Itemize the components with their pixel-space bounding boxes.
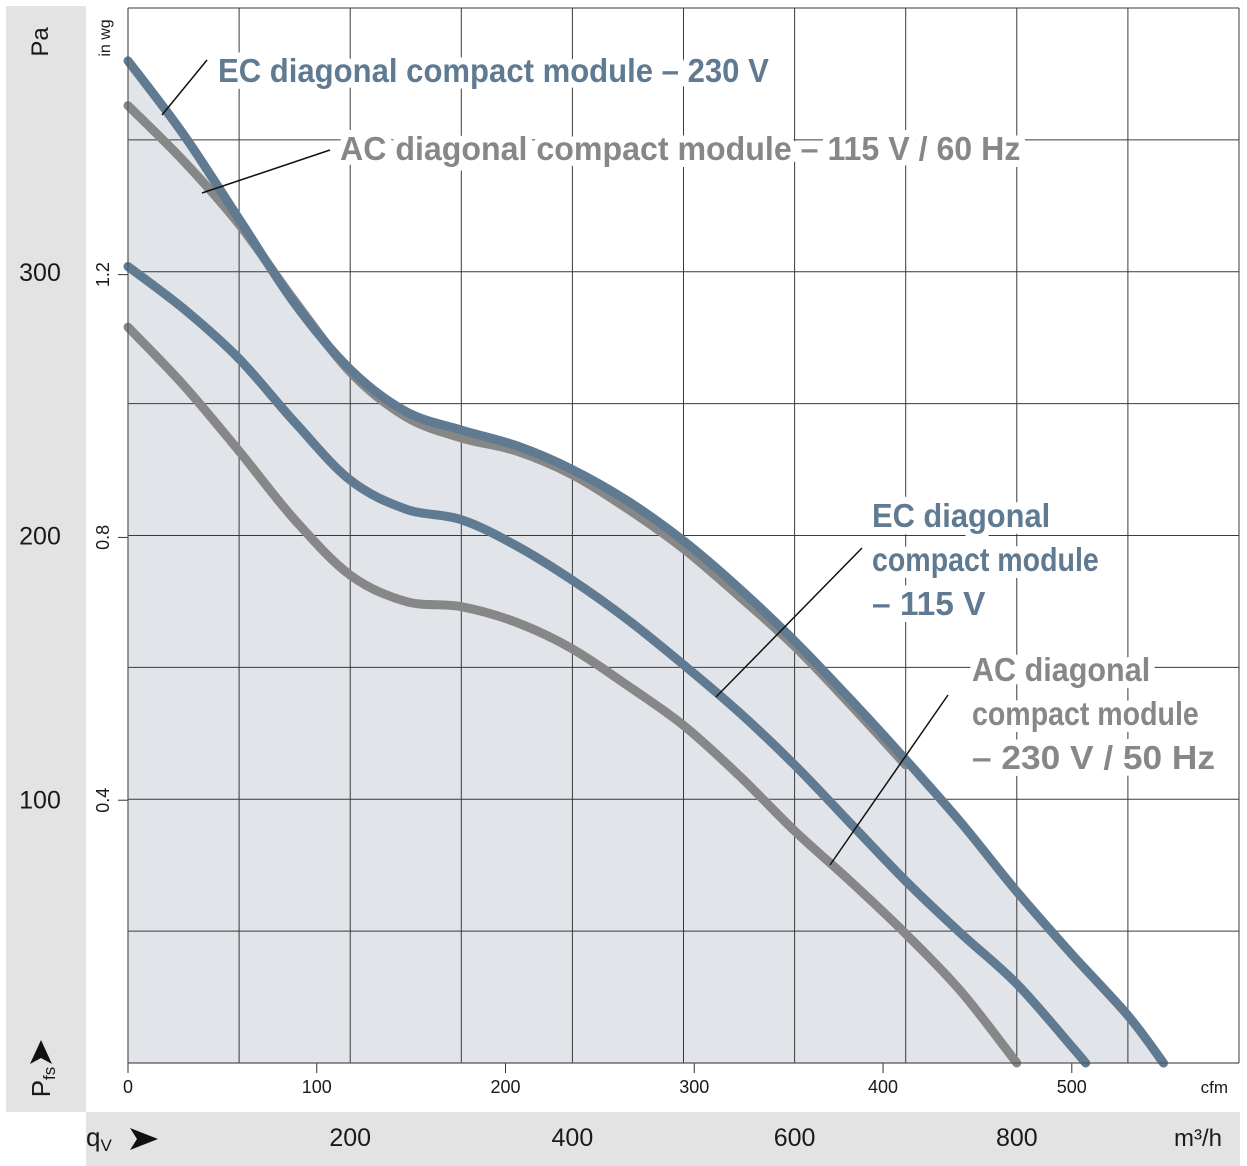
y-axis-arrow-icon xyxy=(30,1040,52,1064)
tick-labels: 0 100 200 300 400 500 200 400 600 800 100 200 300 0.4… xyxy=(19,8,1239,1152)
annotation-label: EC diagonal compact module – 230 V xyxy=(218,52,769,89)
x-axis-symbol: q xyxy=(86,1122,100,1152)
annotation-leader-line xyxy=(715,547,863,698)
y-tick-label-inwg: 1.2 xyxy=(93,262,113,287)
x-axis-band xyxy=(86,1112,1240,1166)
annotation-label-knockout: AC diagonal compact module – 115 V / 60 … xyxy=(340,130,1020,167)
x-unit-primary: m³/h xyxy=(1174,1125,1222,1152)
annotation-label-knockout: – 230 V / 50 Hz xyxy=(972,739,1215,776)
y-unit-secondary: in wg xyxy=(97,19,114,56)
annotation-label-knockout: EC diagonal compact module – 230 V xyxy=(218,52,769,89)
y-tick-label-pa: 200 xyxy=(19,523,61,551)
annotation-label-knockout: EC diagonal xyxy=(872,497,1050,534)
annotation-labels: EC diagonal compact module – 230 V EC dia… xyxy=(211,45,1222,783)
y-tick-label-pa: 100 xyxy=(19,786,61,814)
annotation-leader-line xyxy=(161,59,208,116)
svg-text:Pfs: Pfs xyxy=(26,1067,59,1098)
series-line xyxy=(123,262,1091,1068)
annotation-label-knockout: – 115 V xyxy=(872,585,985,622)
annotation-label: – 115 V xyxy=(872,585,985,622)
x-tick-label-cfm: 0 xyxy=(123,1077,133,1097)
annotation-leader-line xyxy=(201,149,331,194)
x-unit-secondary: cfm xyxy=(1201,1078,1228,1097)
y-tick-label-pa: 300 xyxy=(19,259,61,287)
x-axis-title: qV xyxy=(86,1122,112,1155)
annotation-label: – 230 V / 50 Hz xyxy=(972,739,1215,776)
annotation-leaders xyxy=(161,59,949,866)
x-tick-label-cfm: 300 xyxy=(679,1077,709,1097)
annotation-label-knockout: compact module xyxy=(872,541,1099,578)
y-tick-label-inwg: 0.4 xyxy=(93,788,113,813)
y-tick-label-inwg: 0.8 xyxy=(93,525,113,550)
annotation-label: AC diagonal xyxy=(972,651,1150,688)
x-tick-label-cfm: 400 xyxy=(868,1077,898,1097)
x-tick-label-cfm: 100 xyxy=(302,1077,332,1097)
y-axis-symbol: P xyxy=(26,1080,56,1097)
series-line xyxy=(123,322,1022,1068)
annotation-label: EC diagonal xyxy=(872,497,1050,534)
x-tick-label-cfm: 200 xyxy=(490,1077,520,1097)
x-tick-label-m3h: 200 xyxy=(329,1124,371,1152)
annotation-label-knockout: compact module xyxy=(972,695,1199,732)
svg-text:qV: qV xyxy=(86,1122,112,1155)
operating-area xyxy=(128,60,1164,1063)
x-axis-arrow-icon xyxy=(130,1128,158,1150)
operating-range-fill xyxy=(128,60,1164,1063)
annotation-label: compact module xyxy=(972,695,1199,732)
series-line xyxy=(123,56,1168,1068)
x-tick-label-cfm: 500 xyxy=(1057,1077,1087,1097)
x-axis-subscript: V xyxy=(100,1136,112,1155)
annotation-label: AC diagonal compact module – 115 V / 60 … xyxy=(340,130,1020,167)
annotation-label-knockout: AC diagonal xyxy=(972,651,1150,688)
x-tick-label-m3h: 600 xyxy=(774,1124,816,1152)
x-tick-label-m3h: 400 xyxy=(552,1124,594,1152)
y-axis-title: Pfs xyxy=(26,1067,59,1098)
x-tick-label-m3h: 800 xyxy=(996,1124,1038,1152)
annotation-leader-line xyxy=(829,694,949,866)
y-axis-subscript: fs xyxy=(40,1067,59,1080)
y-unit-primary: Pa xyxy=(27,27,54,57)
annotation-label: compact module xyxy=(872,541,1099,578)
y-axis-band xyxy=(6,6,86,1112)
series-lines xyxy=(123,56,1168,1068)
